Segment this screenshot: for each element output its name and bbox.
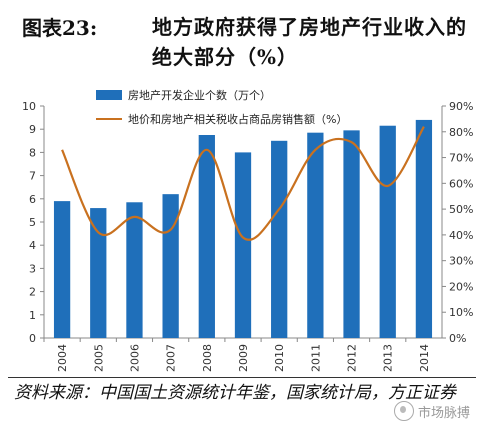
x-tick-label: 2008 — [201, 344, 214, 372]
x-tick-label: 2014 — [418, 344, 431, 372]
left-tick-label: 10 — [22, 100, 36, 113]
legend-bar-swatch — [96, 90, 122, 100]
x-tick-label: 2007 — [165, 344, 178, 372]
right-tick-label: 90% — [449, 100, 473, 113]
logo-icon — [393, 401, 414, 421]
line-path — [61, 126, 425, 241]
source-note: 资料来源：中国国土资源统计年鉴，国家统计局，方正证券 — [14, 383, 456, 403]
bar — [415, 119, 433, 338]
right-tick-label: 70% — [449, 152, 473, 165]
bar — [271, 140, 288, 338]
x-tick-label: 2010 — [273, 344, 286, 372]
line-series — [61, 126, 425, 241]
right-tick-label: 20% — [449, 280, 473, 293]
bar — [162, 194, 179, 338]
right-tick-label: 60% — [449, 177, 473, 190]
x-tick-label: 2006 — [128, 344, 141, 372]
right-tick-label: 0% — [449, 332, 466, 345]
bar — [234, 152, 252, 338]
figure-title: 地方政府获得了房地产行业收入的绝大部分（%） — [152, 15, 467, 69]
chart-axes: 0 1 2 3 4 5 6 7 8 9 10 0% 10% 20% 30% 40% 50% 60% 70% 80% 90… — [22, 100, 473, 372]
right-tick-label: 10% — [449, 306, 473, 319]
bar — [53, 201, 71, 338]
chart: 0 1 2 3 4 5 6 7 8 9 10 0% 10% 20% 30% 40% 50% 60% 70% 80% 90… — [22, 88, 473, 372]
bar — [343, 130, 360, 338]
figure-label: 图表23: — [22, 16, 98, 40]
chart-legend: 房地产开发企业个数（万个） 地价和房地产相关税收占商品房销售额（%） — [96, 88, 347, 126]
bar — [379, 125, 396, 338]
title-block: 图表23: 地方政府获得了房地产行业收入的绝大部分（%） — [22, 6, 472, 76]
bar — [307, 132, 324, 338]
source-divider — [8, 377, 476, 378]
bar — [90, 208, 107, 338]
left-tick-label: 7 — [29, 170, 36, 183]
left-tick-label: 1 — [29, 309, 36, 322]
left-tick-label: 6 — [29, 193, 36, 206]
x-tick-label: 2009 — [237, 344, 250, 372]
right-tick-label: 30% — [449, 255, 473, 268]
watermark-text: 市场脉搏 — [417, 405, 470, 421]
left-tick-label: 5 — [29, 216, 36, 229]
legend-bar-label: 房地产开发企业个数（万个） — [128, 88, 271, 102]
x-tick-label: 2004 — [56, 344, 69, 372]
left-tick-label: 2 — [29, 286, 36, 299]
right-tick-label: 50% — [449, 203, 473, 216]
left-tick-label: 3 — [29, 262, 36, 275]
bar — [126, 202, 143, 338]
x-tick-label: 2012 — [346, 344, 359, 372]
legend-line-label: 地价和房地产相关税收占商品房销售额（%） — [128, 112, 347, 126]
bar-series — [53, 119, 433, 338]
x-tick-label: 2011 — [309, 344, 322, 372]
left-tick-label: 0 — [29, 332, 36, 345]
right-tick-label: 80% — [449, 126, 473, 139]
left-tick-label: 4 — [29, 239, 36, 252]
left-tick-label: 8 — [29, 146, 36, 159]
left-tick-label: 9 — [29, 123, 36, 136]
x-tick-label: 2013 — [382, 344, 395, 372]
x-tick-label: 2005 — [92, 344, 105, 372]
bar — [198, 135, 215, 338]
right-tick-label: 40% — [449, 229, 473, 242]
watermark: 市场脉搏 — [393, 401, 470, 421]
